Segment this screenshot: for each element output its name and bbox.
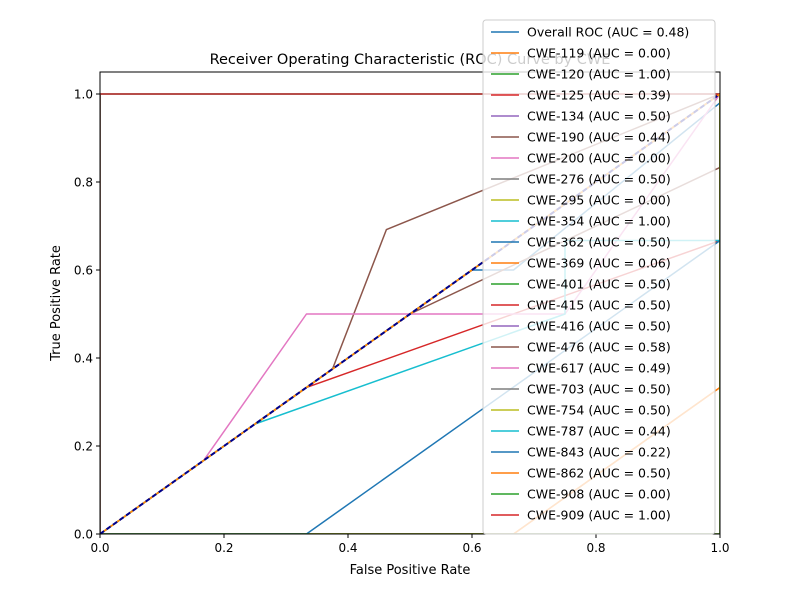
- legend-entry-label: CWE-134 (AUC = 0.50): [527, 109, 671, 124]
- x-tick-label: 0.2: [214, 541, 233, 555]
- x-axis-label: False Positive Rate: [350, 563, 471, 578]
- y-tick-label: 0.0: [74, 528, 93, 542]
- legend-entry-label: CWE-415 (AUC = 0.50): [527, 298, 671, 313]
- y-tick-label: 0.2: [74, 440, 93, 454]
- y-tick-label: 0.4: [74, 352, 93, 366]
- legend-entry-label: CWE-416 (AUC = 0.50): [527, 319, 671, 334]
- y-axis: 0.0 0.2 0.4 0.6 0.8 1.0: [74, 88, 100, 542]
- x-tick-label: 0.4: [338, 541, 357, 555]
- y-axis-label: True Positive Rate: [49, 245, 64, 362]
- x-tick-label: 0.6: [462, 541, 481, 555]
- legend-entry-label: CWE-120 (AUC = 1.00): [527, 67, 671, 82]
- x-tick-label: 1.0: [710, 541, 729, 555]
- legend-entry-label: Overall ROC (AUC = 0.48): [527, 25, 689, 40]
- legend-entry-label: CWE-125 (AUC = 0.39): [527, 88, 671, 103]
- legend-entry-label: CWE-190 (AUC = 0.44): [527, 130, 671, 145]
- legend-entry-label: CWE-295 (AUC = 0.00): [527, 193, 671, 208]
- x-tick-label: 0.8: [586, 541, 605, 555]
- legend-entry-label: CWE-362 (AUC = 0.50): [527, 235, 671, 250]
- legend-entry-label: CWE-476 (AUC = 0.58): [527, 340, 671, 355]
- legend-entry-label: CWE-787 (AUC = 0.44): [527, 424, 671, 439]
- legend-entry-label: CWE-703 (AUC = 0.50): [527, 382, 671, 397]
- plot-frame: [99, 71, 721, 535]
- legend-entry-label: CWE-276 (AUC = 0.50): [527, 172, 671, 187]
- y-tick-label: 0.8: [74, 176, 93, 190]
- y-tick-label: 0.6: [74, 264, 93, 278]
- x-axis: 0.0 0.2 0.4 0.6 0.8 1.0: [90, 534, 730, 555]
- legend-entry-label: CWE-862 (AUC = 0.50): [527, 466, 671, 481]
- legend-entry-label: CWE-354 (AUC = 1.00): [527, 214, 671, 229]
- legend: Overall ROC (AUC = 0.48) CWE-119 (AUC = 0…: [482, 19, 716, 535]
- legend-entry-label: CWE-369 (AUC = 0.06): [527, 256, 671, 271]
- legend-entry-label: CWE-617 (AUC = 0.49): [527, 361, 671, 376]
- legend-entry-label: CWE-843 (AUC = 0.22): [527, 445, 671, 460]
- legend-entry-label: CWE-908 (AUC = 0.00): [527, 487, 671, 502]
- legend-entry-label: CWE-200 (AUC = 0.00): [527, 151, 671, 166]
- legend-box: [482, 19, 716, 535]
- y-tick-label: 1.0: [74, 88, 93, 102]
- legend-entry-label: CWE-754 (AUC = 0.50): [527, 403, 671, 418]
- legend-entry-label: CWE-909 (AUC = 1.00): [527, 508, 671, 523]
- legend-entry-label: CWE-119 (AUC = 0.00): [527, 46, 671, 61]
- legend-entry-label: CWE-401 (AUC = 0.50): [527, 277, 671, 292]
- x-tick-label: 0.0: [90, 541, 109, 555]
